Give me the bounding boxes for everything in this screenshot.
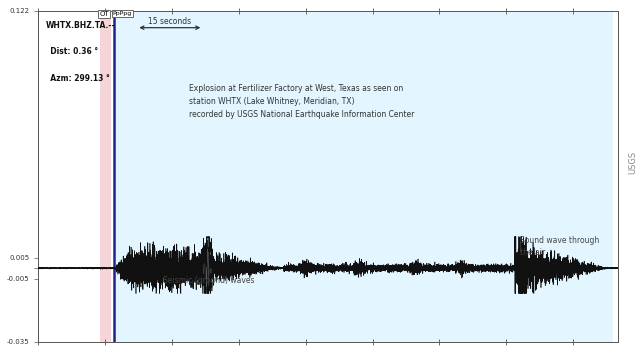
Bar [114, 11, 613, 342]
Text: PpPpg: PpPpg [113, 11, 132, 16]
Text: Azm: 299.13 °: Azm: 299.13 ° [45, 74, 110, 83]
Text: Explosion at Fertilizer Factory at West, Texas as seen on
station WHTX (Lake Whi: Explosion at Fertilizer Factory at West,… [189, 84, 414, 119]
Bar [100, 11, 111, 342]
Text: 15 seconds: 15 seconds [148, 17, 191, 26]
Text: Dist: 0.36 °: Dist: 0.36 ° [45, 47, 99, 56]
Text: Seismic (ground) waves: Seismic (ground) waves [163, 276, 255, 285]
Text: OT: OT [100, 11, 109, 17]
Text: WHTX.BHZ.TA.--: WHTX.BHZ.TA.-- [45, 21, 115, 30]
Text: Sound wave through
the air: Sound wave through the air [520, 236, 600, 257]
Text: USGS: USGS [628, 150, 637, 174]
